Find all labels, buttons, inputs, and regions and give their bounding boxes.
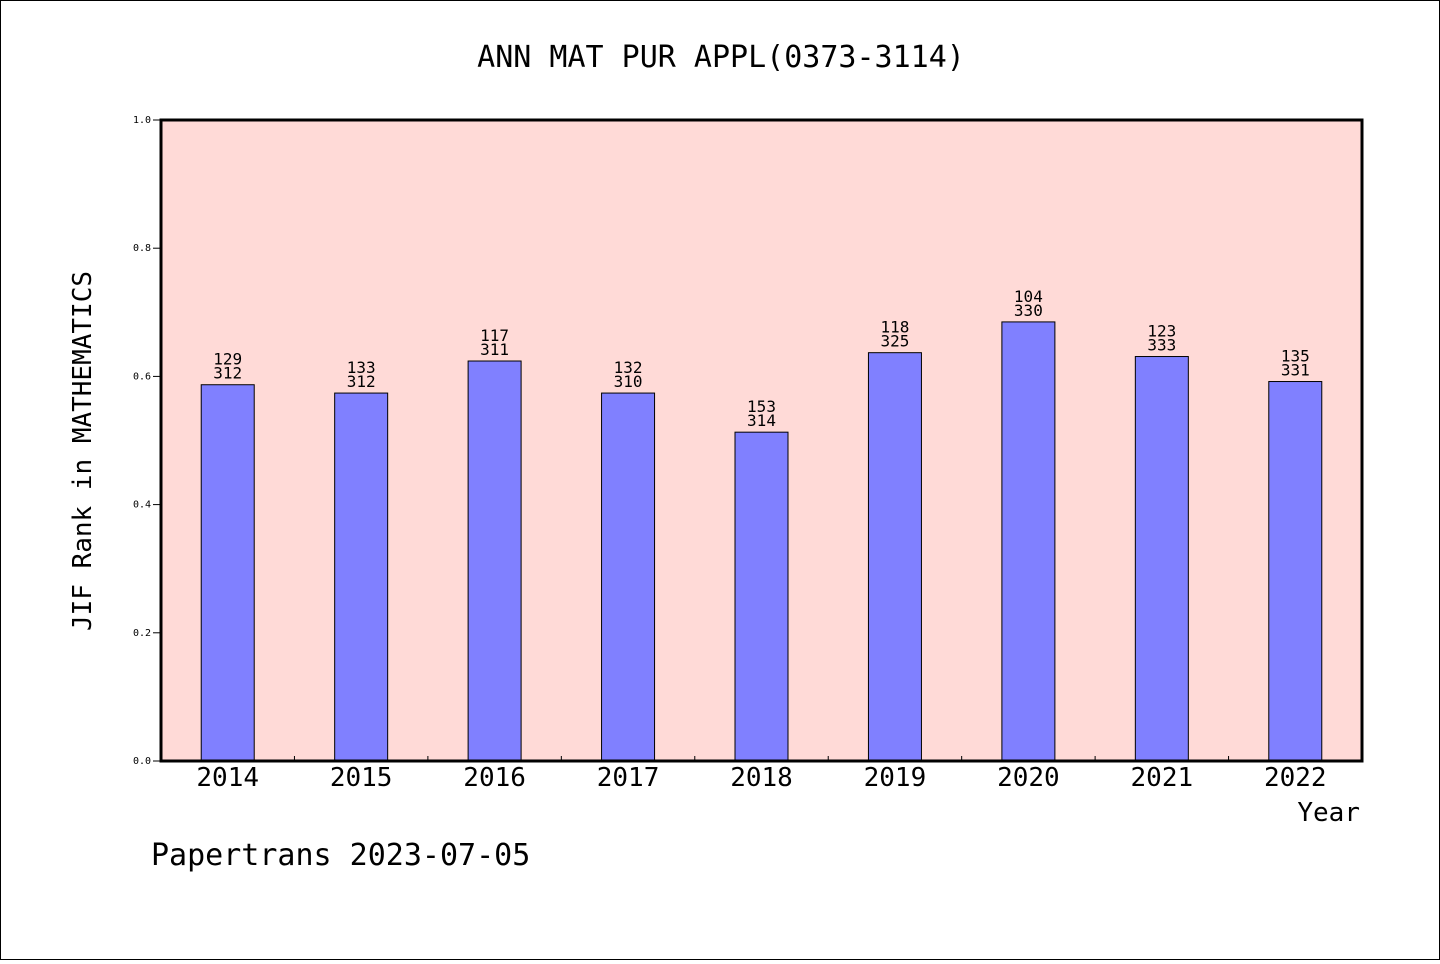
bar-label-total: 333 [1147, 336, 1176, 355]
plot-border [159, 118, 1364, 763]
y-tick-label: 0.2 [133, 628, 151, 639]
y-tick-label: 0.6 [133, 371, 151, 382]
x-tick-label: 2020 [997, 763, 1060, 793]
y-tick-label: 0.0 [133, 756, 151, 767]
x-axis-title: Year [1297, 798, 1360, 828]
bar-label-rank: 135 [1281, 347, 1310, 366]
bar-2015 [334, 392, 389, 762]
bar-label-total: 312 [347, 372, 376, 391]
y-tick-label: 0.8 [133, 243, 151, 254]
bar-label-total: 331 [1281, 361, 1310, 380]
bar-2016 [467, 360, 522, 762]
bar-label-rank: 117 [480, 326, 509, 345]
y-axis: 0.0 0.2 0.4 0.6 0.8 1.0 [133, 115, 161, 767]
bar-label-total: 311 [480, 340, 509, 359]
y-tick-label: 1.0 [133, 115, 151, 126]
bar-label-total: 330 [1014, 301, 1043, 320]
y-tick-label: 0.4 [133, 500, 151, 511]
bar-2022 [1268, 381, 1323, 762]
bar-label-rank: 133 [347, 358, 376, 377]
x-tick-label: 2014 [196, 763, 259, 793]
x-tick-label: 2018 [730, 763, 793, 793]
x-tick-label: 2017 [597, 763, 660, 793]
footer-credit: Papertrans 2023-07-05 [151, 838, 530, 873]
bar-2020 [1001, 321, 1056, 762]
bar-label-rank: 118 [880, 318, 909, 337]
chart-title: ANN MAT PUR APPL(0373-3114) [477, 40, 965, 75]
x-axis: 2014 2015 2016 2017 2018 2019 2020 2021 2022 [196, 756, 1327, 793]
bar-2017 [601, 392, 656, 762]
bar-label-total: 325 [880, 332, 909, 351]
y-axis-title: JIF Rank in MATHEMATICS [68, 271, 98, 631]
bar-2021 [1134, 356, 1189, 762]
bar-label-rank: 129 [213, 350, 242, 369]
x-tick-label: 2015 [330, 763, 393, 793]
bar-label-rank: 153 [747, 397, 776, 416]
bar-label-rank: 132 [614, 358, 643, 377]
bar-label-rank: 104 [1014, 287, 1043, 306]
bar-label-total: 314 [747, 411, 776, 430]
bar-label-total: 310 [614, 372, 643, 391]
bar-2018 [734, 431, 789, 762]
bar-2019 [867, 352, 922, 762]
x-tick-label: 2022 [1264, 763, 1327, 793]
bar-label-rank: 123 [1147, 322, 1176, 341]
bar-label-total: 312 [213, 364, 242, 383]
bar-2014 [200, 384, 255, 762]
x-tick-label: 2016 [463, 763, 526, 793]
x-tick-label: 2019 [864, 763, 927, 793]
x-tick-label: 2021 [1131, 763, 1194, 793]
